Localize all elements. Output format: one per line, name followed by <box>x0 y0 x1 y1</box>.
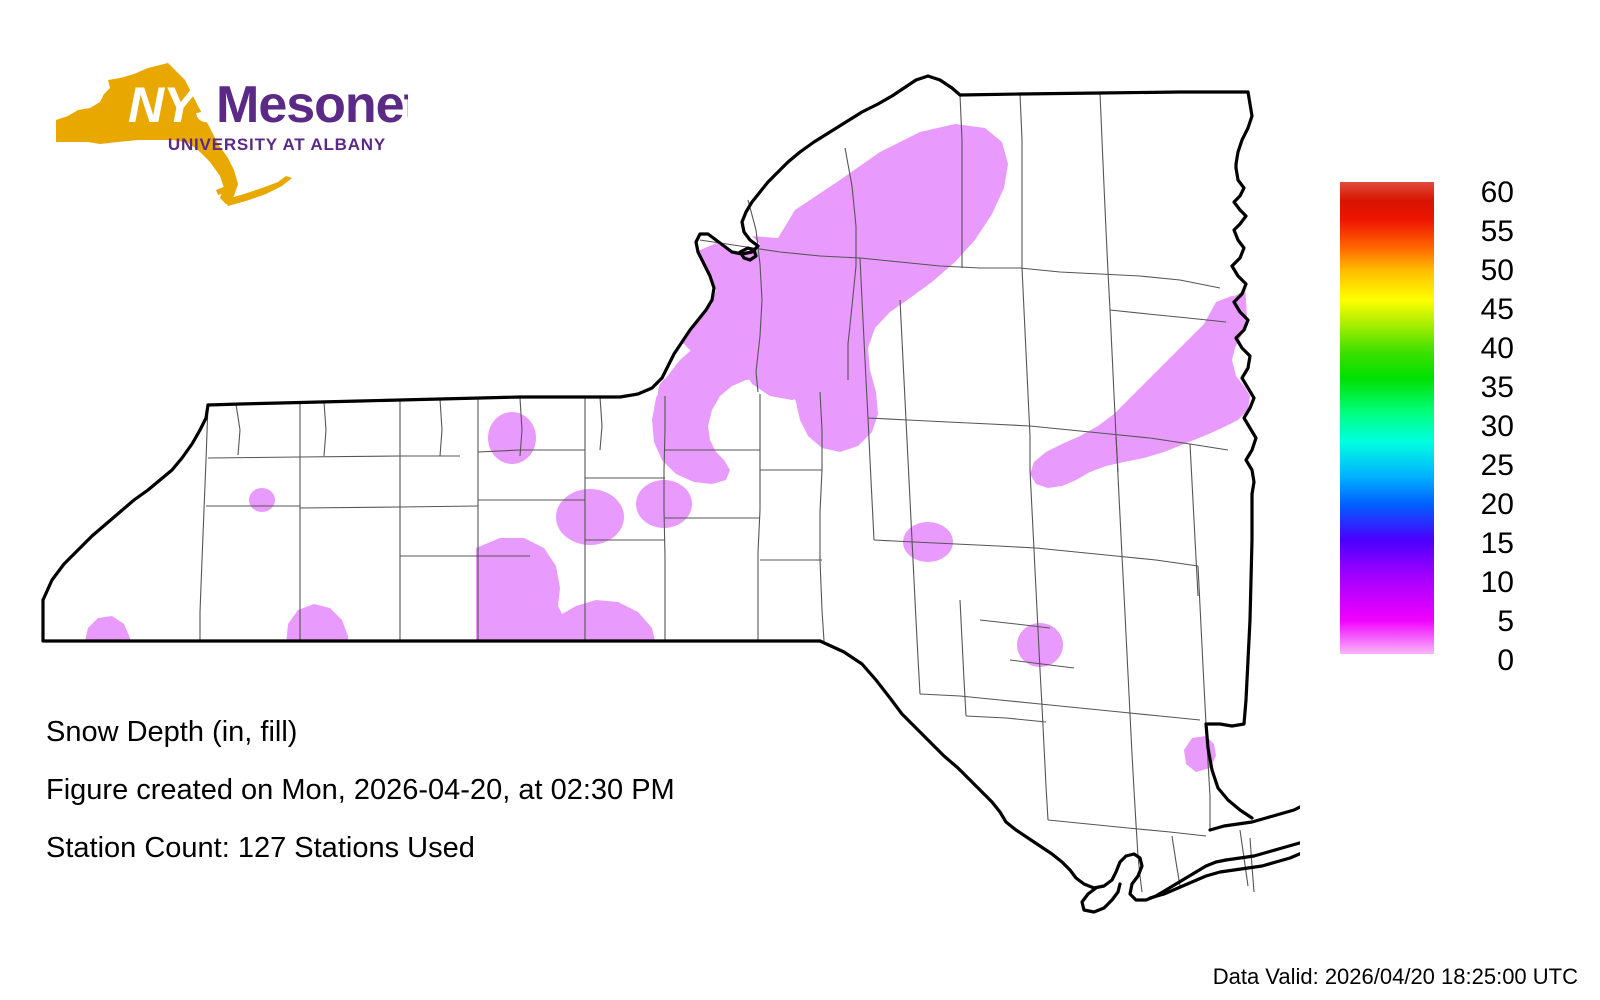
colorbar-tick-10: 10 <box>1480 566 1514 599</box>
caption-created-timestamp: Figure created on Mon, 2026-04-20, at 02… <box>46 774 675 806</box>
colorbar-tick-60: 60 <box>1480 176 1514 209</box>
snow-depth-fill-layer <box>84 124 1252 772</box>
colorbar-tick-5: 5 <box>1497 605 1514 638</box>
figure-caption: Snow Depth (in, fill) Figure created on … <box>46 718 946 863</box>
fill-region-chautauqua <box>84 616 130 645</box>
colorbar-tick-25: 25 <box>1480 449 1514 482</box>
logo-state-shape <box>56 63 292 206</box>
colorbar-tick-20: 20 <box>1480 488 1514 521</box>
colorbar-gradient-bar <box>1340 182 1434 654</box>
caption-station-count: Station Count: 127 Stations Used <box>46 832 475 864</box>
fill-region-adirondack-champlain <box>1030 288 1252 488</box>
fill-region-wyoming <box>249 488 275 512</box>
colorbar-tick-45: 45 <box>1480 293 1514 326</box>
colorbar-tick-labels: 60 55 50 45 40 35 30 25 20 15 10 5 0 <box>1444 176 1514 676</box>
colorbar-tick-55: 55 <box>1480 215 1514 248</box>
fill-region-otsego <box>903 522 953 562</box>
snow-depth-colorbar: 60 55 50 45 40 35 30 25 20 15 10 5 0 <box>1340 176 1580 676</box>
fill-region-champlain-north <box>1200 296 1248 362</box>
colorbar-tick-50: 50 <box>1480 254 1514 287</box>
caption-variable-title: Snow Depth (in, fill) <box>46 716 298 748</box>
fill-region-steuben <box>556 489 624 545</box>
fill-region-wayne <box>658 374 702 410</box>
fill-region-fingerlakes <box>488 412 536 464</box>
colorbar-tick-40: 40 <box>1480 332 1514 365</box>
nys-mesonet-logo: NYS Mesonet UNIVERSITY AT ALBANY <box>48 58 408 208</box>
data-valid-timestamp: Data Valid: 2026/04/20 18:25:00 UTC <box>1212 964 1578 989</box>
colorbar-tick-35: 35 <box>1480 371 1514 404</box>
colorbar-tick-15: 15 <box>1480 527 1514 560</box>
fill-region-cattaraugus <box>286 604 348 645</box>
fill-region-ulster <box>1017 623 1063 667</box>
county-boundary-layer <box>199 92 1255 893</box>
fill-region-oswego-lobe <box>742 312 836 400</box>
logo-text-subtitle: UNIVERSITY AT ALBANY <box>168 135 386 154</box>
state-boundary-layer <box>41 74 1300 914</box>
fill-region-tughill <box>652 124 1008 484</box>
colorbar-tick-0: 0 <box>1497 644 1514 677</box>
logo-text-nys: NYS <box>128 77 228 133</box>
fill-region-southern-tier <box>476 538 656 645</box>
snow-depth-map <box>41 74 1300 914</box>
colorbar-tick-30: 30 <box>1480 410 1514 443</box>
logo-text-mesonet: Mesonet <box>216 76 408 134</box>
